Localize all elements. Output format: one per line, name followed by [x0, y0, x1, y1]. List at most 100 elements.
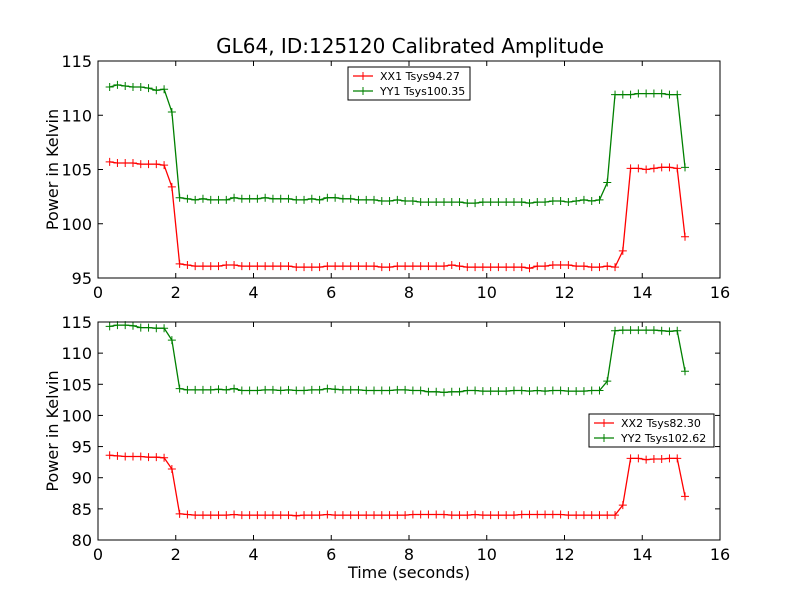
data-point	[517, 510, 526, 519]
data-point	[471, 386, 480, 395]
data-point	[649, 326, 658, 335]
data-point	[603, 262, 612, 271]
data-point	[401, 511, 410, 520]
legend-box	[588, 413, 715, 448]
data-point	[642, 165, 651, 174]
data-point	[494, 198, 503, 207]
data-point	[439, 388, 448, 397]
data-point	[323, 262, 332, 271]
data-point	[175, 509, 184, 518]
legend-box	[347, 66, 471, 101]
x-axis-label: Time (seconds)	[347, 563, 470, 582]
data-point	[206, 511, 215, 520]
data-point	[222, 260, 231, 269]
data-point	[626, 454, 635, 463]
data-point	[525, 387, 534, 396]
data-point	[618, 90, 627, 99]
data-point	[649, 164, 658, 173]
data-point	[121, 158, 130, 167]
data-point	[268, 262, 277, 271]
data-point	[673, 326, 682, 335]
data-point	[105, 322, 114, 331]
data-point	[408, 510, 417, 519]
data-point	[276, 194, 285, 203]
data-point	[439, 262, 448, 271]
data-point	[525, 199, 534, 208]
data-point	[471, 263, 480, 272]
data-point	[144, 84, 153, 93]
data-point	[595, 263, 604, 272]
data-point	[268, 194, 277, 203]
data-point	[245, 386, 254, 395]
data-point	[144, 160, 153, 169]
y-axis-label: Power in Kelvin	[43, 370, 62, 491]
data-point	[198, 194, 207, 203]
data-point	[603, 377, 612, 386]
data-point	[175, 259, 184, 268]
data-point	[416, 262, 425, 271]
data-point	[338, 385, 347, 394]
data-point	[432, 262, 441, 271]
data-point	[284, 511, 293, 520]
data-point	[618, 246, 627, 255]
data-point	[237, 386, 246, 395]
data-point	[222, 385, 231, 394]
data-point	[331, 193, 340, 202]
data-point	[447, 260, 456, 269]
data-point	[315, 511, 324, 520]
data-point	[222, 195, 231, 204]
data-point	[455, 387, 464, 396]
data-point	[681, 367, 690, 376]
data-point	[152, 86, 161, 95]
data-point	[136, 83, 145, 92]
data-point	[611, 326, 620, 335]
data-point	[626, 326, 635, 335]
data-point	[486, 511, 495, 520]
data-point	[634, 164, 643, 173]
data-point	[533, 198, 542, 207]
data-point	[525, 264, 534, 273]
data-point	[533, 262, 542, 271]
data-point	[424, 387, 433, 396]
legend-marker	[359, 87, 367, 95]
y-tick-label: 90	[72, 469, 92, 488]
data-point	[160, 324, 169, 333]
y-tick-label: 110	[61, 344, 92, 363]
data-point	[183, 385, 192, 394]
data-point	[564, 511, 573, 520]
data-point	[230, 260, 239, 269]
data-point	[587, 263, 596, 272]
data-point	[424, 198, 433, 207]
data-point	[665, 163, 674, 172]
data-point	[113, 80, 122, 89]
data-point	[587, 196, 596, 205]
data-point	[323, 193, 332, 202]
data-point	[276, 511, 285, 520]
data-point	[370, 386, 379, 395]
data-point	[307, 263, 316, 272]
data-point	[198, 511, 207, 520]
series-line-1	[109, 161, 686, 269]
x-tick-label: 12	[554, 283, 574, 302]
data-point	[300, 511, 309, 520]
data-point	[579, 511, 588, 520]
data-point	[486, 387, 495, 396]
data-point	[572, 262, 581, 271]
data-point	[626, 164, 635, 173]
data-point	[214, 385, 223, 394]
data-point	[230, 510, 239, 519]
y-tick-label: 100	[61, 215, 92, 234]
data-point	[494, 387, 503, 396]
data-point	[113, 451, 122, 460]
data-point	[331, 511, 340, 520]
data-point	[261, 193, 270, 202]
series-line-2	[109, 324, 686, 394]
data-point	[338, 511, 347, 520]
data-point	[517, 386, 526, 395]
data-point	[292, 386, 301, 395]
data-point	[183, 260, 192, 269]
data-point	[626, 90, 635, 99]
data-point	[175, 384, 184, 393]
data-point	[160, 85, 169, 94]
